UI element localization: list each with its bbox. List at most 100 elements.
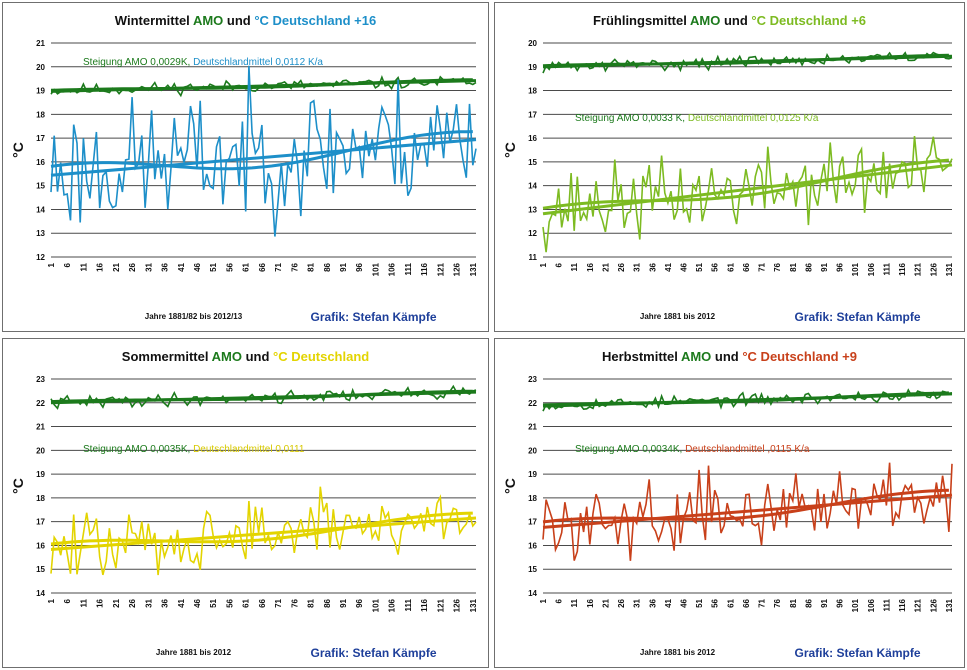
x-tick-label: 61 <box>726 262 735 271</box>
series-line-de <box>542 462 953 561</box>
slope-annotation: Steigung AMO 0,0029K, Deutschlandmittel … <box>83 57 323 68</box>
x-tick-label: 111 <box>882 262 891 275</box>
x-tick-label: 86 <box>323 598 332 607</box>
y-tick-label: 19 <box>528 470 537 479</box>
y-tick-label: 14 <box>36 205 45 214</box>
y-tick-label: 19 <box>36 87 45 96</box>
y-tick-label: 17 <box>36 518 45 527</box>
x-tick-label: 51 <box>209 598 218 607</box>
y-tick-label: 23 <box>528 375 537 384</box>
chart-title: Sommermittel AMO und °C Deutschland <box>122 349 369 364</box>
y-tick-label: 15 <box>36 565 45 574</box>
y-tick-label: 12 <box>36 253 45 262</box>
y-tick-label: 16 <box>528 134 537 143</box>
x-axis-label: Jahre 1881 bis 2012 <box>640 312 716 321</box>
x-tick-label: 61 <box>242 262 251 271</box>
y-tick-label: 16 <box>36 541 45 550</box>
slope-annotation-part: Deutschlandmittel 0,0125 K/a <box>688 113 819 124</box>
x-tick-label: 16 <box>96 262 105 271</box>
slope-annotation-part: Deutschlandmittel 0,0111 <box>193 444 305 455</box>
x-tick-label: 96 <box>836 262 845 271</box>
x-tick-label: 1 <box>47 598 56 603</box>
x-tick-label: 36 <box>648 598 657 607</box>
x-tick-label: 36 <box>161 262 170 271</box>
x-tick-label: 131 <box>469 262 478 276</box>
slope-annotation-part: Deutschlandmittel ,0115 K/a <box>685 444 810 455</box>
y-axis-label: °C <box>10 142 26 158</box>
x-tick-label: 51 <box>695 262 704 271</box>
x-tick-label: 81 <box>789 598 798 607</box>
x-tick-label: 6 <box>555 262 564 267</box>
y-tick-label: 17 <box>36 134 45 143</box>
y-tick-label: 22 <box>528 399 537 408</box>
x-axis-label: Jahre 1881 bis 2012 <box>640 648 716 657</box>
smooth-curve-de <box>50 130 473 171</box>
x-tick-label: 31 <box>633 262 642 271</box>
x-tick-label: 11 <box>570 262 579 271</box>
x-tick-label: 26 <box>128 598 137 607</box>
x-axis-label: Jahre 1881/82 bis 2012/13 <box>145 312 243 321</box>
x-tick-label: 41 <box>664 598 673 607</box>
x-tick-label: 1 <box>539 262 548 267</box>
y-axis-label: °C <box>10 478 26 494</box>
x-tick-label: 56 <box>225 262 234 271</box>
smooth-curve-de <box>50 511 473 546</box>
x-tick-label: 101 <box>371 598 380 612</box>
x-tick-label: 106 <box>867 598 876 612</box>
chart-panel-autumn: Herbstmittel AMO und °C Deutschland +9 14… <box>494 338 965 668</box>
chart-title-part: °C Deutschland +6 <box>751 13 866 28</box>
x-tick-label: 116 <box>420 262 429 275</box>
chart-title-part: und <box>223 13 254 28</box>
x-tick-label: 21 <box>601 598 610 607</box>
chart-credit: Grafik: Stefan Kämpfe <box>310 310 436 324</box>
x-tick-label: 31 <box>144 262 153 271</box>
x-tick-label: 21 <box>112 262 121 271</box>
x-tick-label: 121 <box>436 262 445 276</box>
x-tick-label: 116 <box>898 262 907 275</box>
series-line-de <box>542 136 953 253</box>
x-tick-label: 36 <box>161 598 170 607</box>
x-tick-label: 6 <box>63 598 72 603</box>
x-tick-label: 51 <box>695 598 704 607</box>
y-tick-label: 21 <box>36 39 45 48</box>
x-tick-label: 46 <box>679 262 688 271</box>
smooth-curve-amo <box>542 391 949 407</box>
chart-title-part: AMO <box>681 349 711 364</box>
series-line-de <box>50 486 477 576</box>
y-tick-label: 17 <box>528 110 537 119</box>
x-tick-label: 26 <box>617 262 626 271</box>
x-tick-label: 126 <box>453 598 462 612</box>
y-tick-label: 19 <box>528 63 537 72</box>
chart-title: Frühlingsmittel AMO und °C Deutschland +… <box>593 13 866 28</box>
chart-panel-summer: Sommermittel AMO und °C Deutschland 14 15 1… <box>2 338 489 668</box>
y-tick-label: 16 <box>36 158 45 167</box>
y-tick-label: 14 <box>528 589 537 598</box>
y-tick-label: 11 <box>529 253 538 262</box>
smooth-curve-amo <box>542 53 949 68</box>
x-tick-label: 111 <box>404 598 413 611</box>
chart-credit: Grafik: Stefan Kämpfe <box>310 646 436 660</box>
chart-title-part: °C Deutschland +9 <box>742 349 857 364</box>
x-tick-label: 86 <box>804 262 813 271</box>
x-tick-label: 56 <box>711 598 720 607</box>
x-tick-label: 16 <box>586 262 595 271</box>
y-tick-label: 14 <box>36 589 45 598</box>
y-tick-label: 18 <box>528 87 537 96</box>
series-line-de <box>50 65 477 237</box>
x-tick-label: 131 <box>945 262 954 276</box>
slope-annotation: Steigung AMO 0,0034K, Deutschlandmittel … <box>575 444 810 455</box>
x-tick-label: 131 <box>945 598 954 612</box>
slope-annotation: Steigung AMO 0,0033 K, Deutschlandmittel… <box>575 113 819 124</box>
x-tick-label: 91 <box>339 598 348 607</box>
slope-annotation-part: Steigung AMO 0,0033 K, <box>575 113 688 124</box>
x-tick-label: 76 <box>773 598 782 607</box>
x-tick-label: 116 <box>898 598 907 611</box>
x-tick-label: 91 <box>339 262 348 271</box>
x-tick-label: 91 <box>820 598 829 607</box>
slope-annotation-part: Steigung AMO 0,0035K, <box>83 444 193 455</box>
x-tick-label: 76 <box>290 262 299 271</box>
x-tick-label: 121 <box>436 598 445 612</box>
x-tick-label: 106 <box>867 262 876 276</box>
y-tick-label: 20 <box>528 446 537 455</box>
x-tick-label: 26 <box>617 598 626 607</box>
